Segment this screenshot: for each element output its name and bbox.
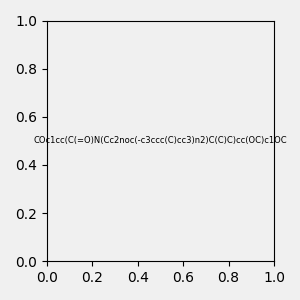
Text: COc1cc(C(=O)N(Cc2noc(-c3ccc(C)cc3)n2)C(C)C)cc(OC)c1OC: COc1cc(C(=O)N(Cc2noc(-c3ccc(C)cc3)n2)C(C… xyxy=(34,136,287,146)
